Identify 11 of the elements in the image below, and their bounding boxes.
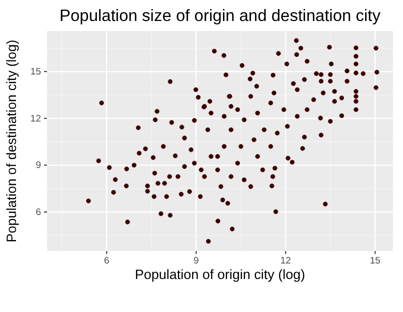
y-tick-label: 12 bbox=[30, 113, 41, 124]
x-tick-label: 15 bbox=[370, 256, 380, 267]
chart-title: Population size of origin and destination city bbox=[59, 7, 382, 25]
x-tick-label: 9 bbox=[193, 256, 199, 267]
y-tick-label: 15 bbox=[30, 66, 41, 78]
x-tick-label: 12 bbox=[280, 256, 291, 267]
y-tick-label: 6 bbox=[36, 207, 41, 218]
x-axis-title: Population of origin city (log) bbox=[134, 267, 306, 282]
y-axis-title: Population of destination city (log) bbox=[4, 40, 19, 242]
y-tick-label: 9 bbox=[36, 160, 41, 172]
x-tick-label: 6 bbox=[104, 256, 110, 267]
